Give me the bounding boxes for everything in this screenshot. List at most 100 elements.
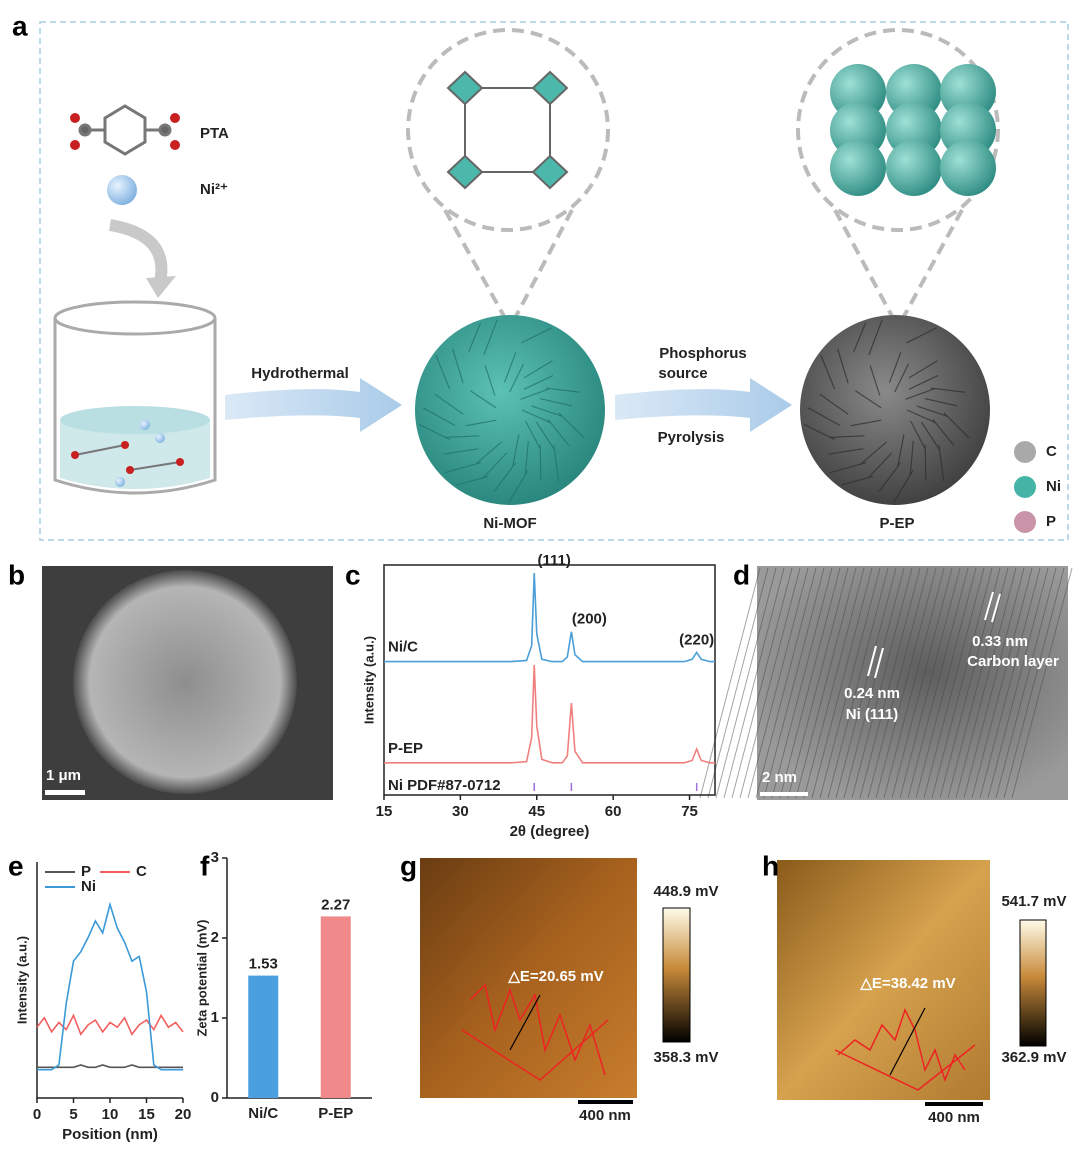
zoom-line [901,209,964,319]
petal [867,452,893,479]
panel-label: f [200,850,210,881]
fringe [819,567,881,799]
process-arrow [225,378,402,432]
petal [828,448,864,455]
legend-label: P [1046,513,1056,530]
fringe [987,567,1049,799]
colorbar [662,907,691,1043]
petal [897,434,905,467]
fringe [707,567,769,799]
scale-bar [578,1100,633,1104]
hrtem-image [757,566,1068,800]
petal [482,452,508,479]
x-tick-label: Ni/C [248,1105,278,1122]
fringe [755,567,817,799]
fringe [1003,567,1065,799]
fringe [795,567,857,799]
x-tick-label: 5 [69,1106,77,1123]
fringe [883,567,945,799]
y-axis-title: Intensity (a.u.) [14,936,29,1024]
petal [418,423,451,441]
petal [523,360,553,379]
y-axis-title: Intensity (a.u.) [361,636,376,724]
scale-bar-label: 400 nm [928,1109,980,1126]
fringe [779,567,841,799]
petal [841,475,874,486]
legend-label: Ni [1046,478,1061,495]
series-line [36,1013,184,1036]
petal [909,440,914,475]
fringe [803,567,865,799]
x-tick-label: 75 [681,803,698,820]
petal [894,363,910,393]
colorbar-label: 541.7 mV [1001,893,1066,910]
fringe [947,567,1009,799]
fringe [811,567,873,799]
y-tick-label: 3 [211,849,219,866]
petal [869,365,881,396]
legend-swatch [1014,441,1036,463]
petal [493,462,517,492]
petal [545,387,580,393]
annotation: △E=20.65 mV [507,968,603,985]
fringe [955,567,1017,799]
line-box [834,1044,976,1091]
fringe [939,567,1001,799]
fringe [963,567,1025,799]
petal [878,462,902,492]
y-tick-label: 2 [211,929,219,946]
legend-swatch [1014,476,1036,498]
petal [807,407,841,426]
sem-particle [73,570,297,794]
y-axis-title: Zeta potential (mV) [194,919,209,1036]
petal [868,319,883,356]
y-tick-label: 1 [211,1009,219,1026]
series-line [384,665,715,764]
scale-bar [925,1102,983,1106]
series-line [384,573,715,663]
petal [830,461,867,474]
annotation: 0.24 nm [844,685,900,702]
petal [943,412,970,439]
scale-bar-label: 1 μm [46,767,81,784]
x-tick-label: 45 [528,803,545,820]
annotation: Carbon layer [967,653,1059,670]
fringe [731,567,793,799]
drop-arrow [108,219,168,284]
reference-label: Ni PDF#87-0712 [388,777,501,794]
scale-bar-label: 2 nm [762,769,797,786]
fringe [1011,567,1073,799]
fringe [859,567,921,799]
panel-frame [39,21,1069,541]
panel-label: c [345,559,361,590]
petal [456,475,489,486]
legend: C Ni P [1014,441,1061,533]
scale-bar [45,790,85,795]
petal [905,388,935,400]
petal [837,348,849,384]
petal [906,409,936,423]
x-tick-label: 0 [33,1106,41,1123]
y-tick-label: 0 [211,1089,219,1106]
petal [503,352,517,383]
fringe [723,567,785,799]
drop-arrow-head [146,276,176,298]
petal [445,435,480,438]
panel-label: h [762,850,779,881]
fringe [747,567,809,799]
legend-swatch [1014,511,1036,533]
petal [535,421,555,450]
delta-marker [509,994,541,1051]
fringe [899,567,961,799]
colorbar-label: 448.9 mV [653,883,718,900]
fringe [843,567,905,799]
petal [850,419,882,427]
petal [531,405,562,417]
fringe [979,567,1041,799]
petal [445,461,482,474]
scheme-label: Ni²⁺ [200,181,228,198]
scheme-label: PTA [200,125,229,142]
fringe [875,567,937,799]
x-tick-label: 20 [175,1106,192,1123]
petal [465,419,497,427]
